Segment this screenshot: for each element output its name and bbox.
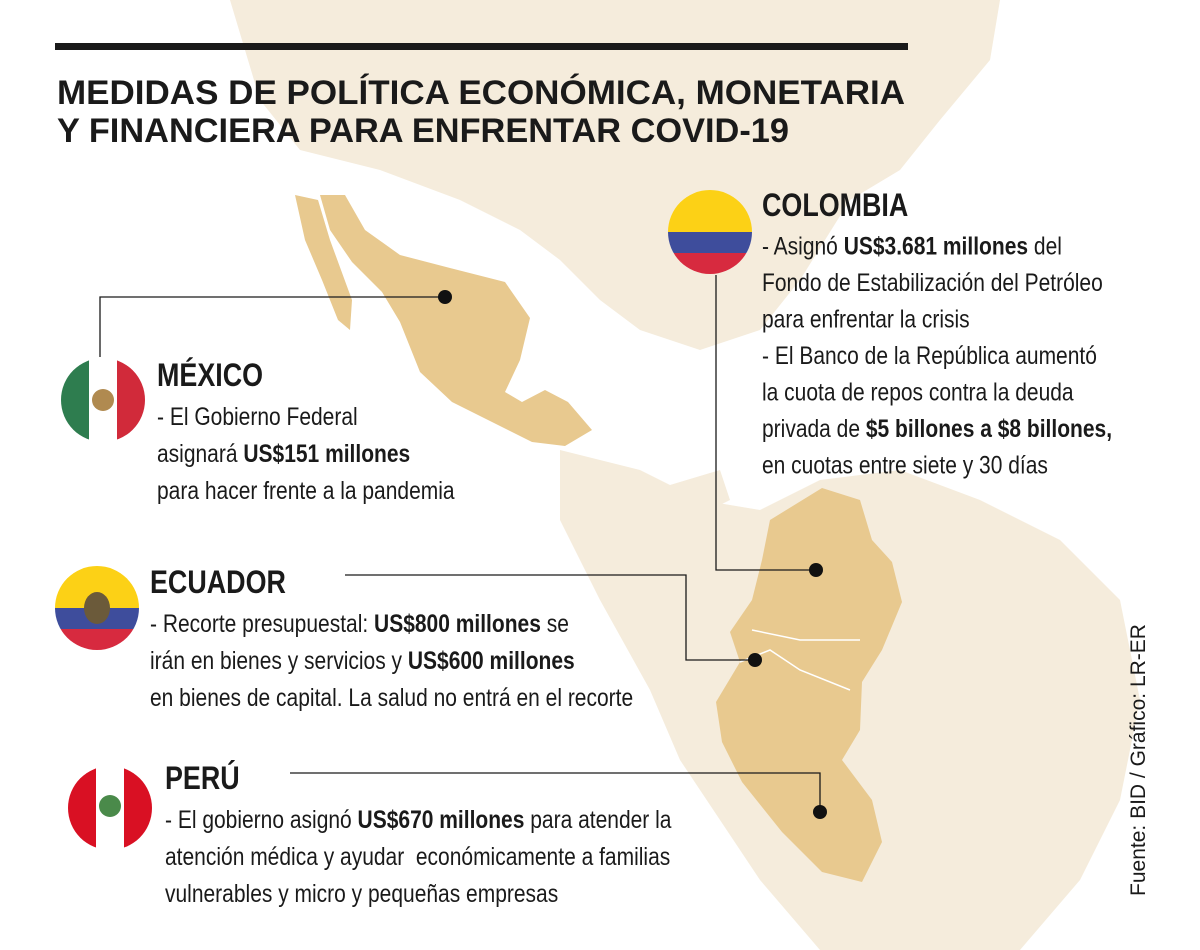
body-text: en bienes de capital. La salud no entrá … <box>150 683 633 711</box>
highlight-text: US$670 millones <box>358 805 525 833</box>
connectors <box>99 275 821 812</box>
body-text: para enfrentar la crisis <box>762 305 970 333</box>
country-texts: COLOMBIA - Asignó US$3.681 millones del Fo… <box>150 188 1112 908</box>
country-name: MÉXICO <box>157 357 263 394</box>
body-line: en bienes de capital. La salud no entrá … <box>150 683 633 711</box>
body-text: irán en bienes y servicios y <box>150 646 408 674</box>
body-line: para enfrentar la crisis <box>762 305 970 333</box>
body-text: para atender la <box>524 805 671 833</box>
body-text: vulnerables y micro y pequeñas empresas <box>165 879 558 907</box>
body-text: - Asignó <box>762 232 844 260</box>
body-text: la cuota de repos contra la deuda <box>762 378 1074 406</box>
source: Fuente: BID / Gráfico: LR-ER <box>1127 624 1150 896</box>
country-name: PERÚ <box>165 760 240 797</box>
country-name: COLOMBIA <box>762 188 908 224</box>
highlight-text: US$3.681 millones <box>844 232 1028 260</box>
body-text: para hacer frente a la pandemia <box>157 476 455 504</box>
body-line: privada de $5 billones a $8 billones, <box>762 414 1112 442</box>
body-text: - El Gobierno Federal <box>157 402 358 430</box>
body-text: atención médica y ayudar económicamente … <box>165 842 670 870</box>
body-line: para hacer frente a la pandemia <box>157 476 455 504</box>
highlight-text: US$600 millones <box>408 646 575 674</box>
highlight-text: $5 billones a $8 billones, <box>866 414 1112 442</box>
country-block: PERÚ - El gobierno asignó US$670 millones… <box>165 760 672 908</box>
body-line: irán en bienes y servicios y US$600 mill… <box>150 646 575 674</box>
map-dots <box>438 290 827 819</box>
body-line: - El Banco de la República aumentó <box>762 341 1097 369</box>
body-text: del <box>1028 232 1062 260</box>
body-text: Fondo de Estabilización del Petróleo <box>762 268 1103 296</box>
body-text: asignará <box>157 439 243 467</box>
body-line: asignará US$151 millones <box>157 439 410 467</box>
top-rule <box>55 43 908 50</box>
flag-peru <box>68 766 152 850</box>
body-text: en cuotas entre siete y 30 días <box>762 451 1048 479</box>
body-line: atención médica y ayudar económicamente … <box>165 842 670 870</box>
body-text: se <box>541 609 569 637</box>
country-block: ECUADOR - Recorte presupuestal: US$800 mi… <box>150 565 633 712</box>
title-line: Y FINANCIERA PARA ENFRENTAR COVID-19 <box>57 112 789 150</box>
body-line: la cuota de repos contra la deuda <box>762 378 1074 406</box>
highlighted-countries <box>295 195 902 882</box>
body-line: - El gobierno asignó US$670 millones par… <box>165 805 672 833</box>
body-line: - Recorte presupuestal: US$800 millones … <box>150 609 569 637</box>
body-line: en cuotas entre siete y 30 días <box>762 451 1048 479</box>
flag-ecuador <box>55 566 139 650</box>
body-line: vulnerables y micro y pequeñas empresas <box>165 879 558 907</box>
country-name: ECUADOR <box>150 565 286 601</box>
highlight-text: US$151 millones <box>243 439 410 467</box>
body-line: Fondo de Estabilización del Petróleo <box>762 268 1103 296</box>
country-block: COLOMBIA - Asignó US$3.681 millones del Fo… <box>762 188 1112 479</box>
body-line: - Asignó US$3.681 millones del <box>762 232 1062 260</box>
country-block: MÉXICO - El Gobierno Federal asignará US$1… <box>157 357 455 505</box>
highlight-text: US$800 millones <box>374 609 541 637</box>
body-line: - El Gobierno Federal <box>157 402 358 430</box>
body-text: privada de <box>762 414 866 442</box>
body-text: - El Banco de la República aumentó <box>762 341 1097 369</box>
flag-mexico <box>61 358 145 442</box>
body-text: - Recorte presupuestal: <box>150 609 374 637</box>
flag-colombia <box>668 190 752 274</box>
body-text: - El gobierno asignó <box>165 805 358 833</box>
title-line: MEDIDAS DE POLÍTICA ECONÓMICA, MONETARIA <box>57 74 905 112</box>
